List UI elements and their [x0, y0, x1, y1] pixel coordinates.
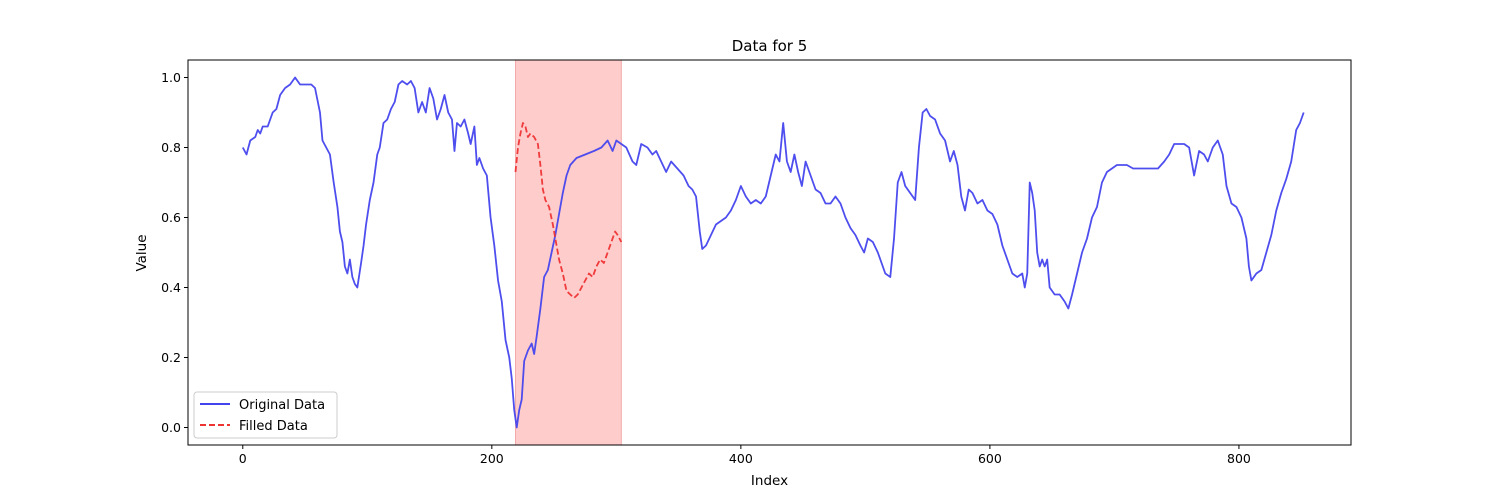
- plot-frame: [187, 59, 1352, 446]
- legend-label-filled: Filled Data: [239, 419, 308, 434]
- x-tick-label: 0: [239, 451, 247, 466]
- series-layer: [241, 76, 1305, 429]
- y-axis-title: Value: [134, 234, 150, 271]
- y-tick-label: 0.4: [161, 280, 181, 295]
- y-tick-label: 0.8: [161, 140, 181, 155]
- legend-label-original: Original Data: [239, 398, 325, 413]
- x-tick-label: 600: [978, 451, 1002, 466]
- y-tick-label: 0.6: [161, 210, 181, 225]
- y-tick-label: 0.2: [161, 350, 181, 365]
- x-ticks: 0 200 400 600 800: [239, 445, 1251, 466]
- y-tick-label: 0.0: [161, 420, 181, 435]
- series-line-original-data: [241, 76, 1305, 429]
- x-tick-label: 200: [480, 451, 504, 466]
- y-ticks: 0.0 0.2 0.4 0.6 0.8 1.0: [161, 70, 188, 435]
- highlight-span-layer: [514, 60, 622, 445]
- chart-title: Data for 5: [732, 37, 808, 55]
- legend: Original Data Filled Data: [193, 391, 338, 439]
- series-line-filled-data: [514, 122, 623, 299]
- y-tick-label: 1.0: [161, 70, 181, 85]
- x-tick-label: 400: [729, 451, 753, 466]
- x-axis-title: Index: [751, 473, 788, 489]
- highlight-span: [515, 60, 622, 445]
- x-tick-label: 800: [1227, 451, 1251, 466]
